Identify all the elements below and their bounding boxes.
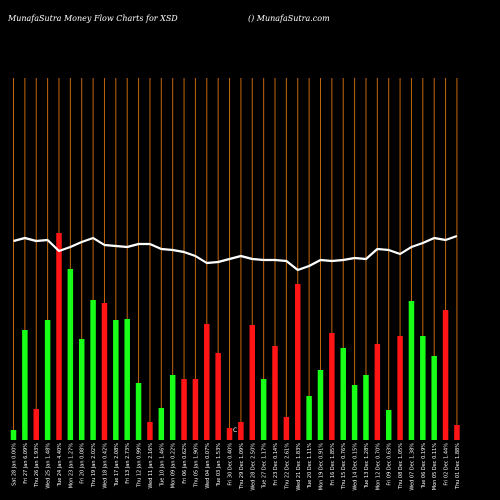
x-axis-label: Thu 08 Dec 1.05% xyxy=(398,443,404,490)
x-axis-label: Mon 12 Dec 0.70% xyxy=(375,443,381,490)
money-flow-bar xyxy=(420,336,426,440)
money-flow-bar xyxy=(215,353,221,440)
money-flow-bar xyxy=(272,346,278,440)
x-axis-label: Tue 17 Jan 2.08% xyxy=(114,443,120,488)
money-flow-bar xyxy=(249,325,256,440)
money-flow-bar xyxy=(78,339,85,440)
money-flow-bar xyxy=(363,375,369,440)
money-flow-bar xyxy=(329,333,335,440)
x-axis-label: Tue 06 Dec 0.19% xyxy=(421,443,427,489)
site-credit: () MunafaSutra.com xyxy=(248,14,330,23)
x-axis-label: Fri 16 Dec 1.85% xyxy=(330,443,336,486)
x-axis-label: Wed 07 Dec 1.38% xyxy=(409,443,415,491)
money-flow-bar xyxy=(44,320,51,440)
x-axis-label: Thu 15 Dec 0.76% xyxy=(341,443,347,490)
x-axis-label: Fri 27 Jan 6.09% xyxy=(23,443,29,484)
x-axis-label: Thu 19 Jan 2.02% xyxy=(91,443,97,488)
x-axis-label: Wed 21 Dec 1.83% xyxy=(296,443,302,491)
x-axis-label: Tue 03 Jan 1.53% xyxy=(216,443,222,488)
x-axis-label: Thu 05 Jan 1.90% xyxy=(193,443,199,488)
x-axis-label: Mon 05 Dec 0.11% xyxy=(432,443,438,490)
x-axis-label: Tue 13 Dec 1.28% xyxy=(364,443,370,489)
money-flow-bar xyxy=(135,383,142,440)
x-axis-label: Fri 30 Dec 0.40% xyxy=(228,443,234,486)
chart-marker-label: C xyxy=(233,427,237,434)
money-flow-bar xyxy=(260,379,267,440)
x-axis-label: Sat 28 Jan 0.00% xyxy=(12,443,18,486)
money-flow-bar xyxy=(22,330,28,440)
x-axis-label: Thu 01 Dec 1.88% xyxy=(455,443,461,490)
money-flow-bar xyxy=(67,269,74,440)
money-flow-bars xyxy=(10,233,460,440)
money-flow-bar xyxy=(442,310,449,440)
money-flow-bar xyxy=(56,233,62,440)
money-flow-bar xyxy=(169,375,176,440)
money-flow-bar xyxy=(454,425,460,440)
x-axis-label: Wed 28 Dec 2.50% xyxy=(250,443,256,491)
x-axis-label: Fri 09 Dec 0.63% xyxy=(387,443,393,486)
x-axis-label: Wed 11 Jan 2.16% xyxy=(148,443,154,489)
money-flow-bar xyxy=(431,356,437,440)
money-flow-bar xyxy=(385,410,392,440)
chart-title: MunafaSutra Money Flow Charts for XSD xyxy=(8,14,178,23)
x-axis-label: Tue 27 Dec 1.17% xyxy=(262,443,268,489)
x-axis-label: Wed 18 Jan 0.42% xyxy=(102,443,108,489)
money-flow-bar xyxy=(192,379,199,440)
money-flow-bar xyxy=(124,319,130,440)
x-axis-label: Tue 20 Dec 1.11% xyxy=(307,443,313,489)
x-axis-label: Mon 09 Jan 0.22% xyxy=(171,443,177,489)
x-axis-label: Thu 12 Jan 0.99% xyxy=(137,443,143,488)
money-flow-bar xyxy=(295,284,301,440)
x-axis-label: Fri 20 Jan 0.08% xyxy=(80,443,86,484)
money-flow-bar xyxy=(397,336,403,440)
money-flow-bar xyxy=(226,428,233,440)
x-axis-label: Fri 02 Dec 1.44% xyxy=(444,443,450,486)
x-axis-label: Tue 10 Jan 1.46% xyxy=(159,443,165,488)
money-flow-bar xyxy=(147,422,153,440)
x-axis-label: Fri 13 Jan 2.73% xyxy=(125,443,131,484)
x-axis-label: Mon 23 Jan 1.27% xyxy=(68,443,74,489)
money-flow-bar xyxy=(283,417,290,440)
money-flow-bar xyxy=(101,303,108,440)
money-flow-bar xyxy=(374,344,381,440)
money-flow-bar xyxy=(204,324,210,440)
x-axis-label: Tue 24 Jan 4.40% xyxy=(57,443,63,488)
x-axis-label: Thu 26 Jan 1.93% xyxy=(34,443,40,488)
money-flow-bar xyxy=(181,379,187,440)
x-axis-label: Fri 23 Dec 0.14% xyxy=(273,443,279,486)
chart-header: MunafaSutra Money Flow Charts for XSD ()… xyxy=(0,0,500,40)
money-flow-bar xyxy=(408,301,415,440)
x-axis-labels: Sat 28 Jan 0.00% Fri 27 Jan 6.09% Thu 26 J… xyxy=(12,443,461,491)
money-flow-bar xyxy=(33,409,39,440)
money-flow-bar xyxy=(158,408,165,440)
x-axis-label: Fri 06 Jan 0.62% xyxy=(182,443,188,484)
x-axis-label: Wed 04 Jan 0.07% xyxy=(205,443,211,489)
money-flow-bar xyxy=(90,300,96,440)
money-flow-bar xyxy=(113,320,119,440)
x-axis-label: Wed 14 Dec 0.15% xyxy=(353,443,359,491)
money-flow-bar xyxy=(340,348,346,440)
money-flow-bar xyxy=(306,396,312,440)
x-axis-label: Wed 25 Jan 1.48% xyxy=(46,443,52,489)
money-flow-bar xyxy=(351,385,358,440)
money-flow-bar xyxy=(317,370,324,440)
x-axis-label: Thu 29 Dec 1.09% xyxy=(239,443,245,490)
money-flow-bar xyxy=(238,422,244,440)
money-flow-bar xyxy=(10,430,17,440)
money-flow-line xyxy=(13,234,458,272)
x-axis-label: Thu 22 Dec 2.61% xyxy=(284,443,290,490)
x-axis-label: Mon 19 Dec 0.91% xyxy=(318,443,324,490)
